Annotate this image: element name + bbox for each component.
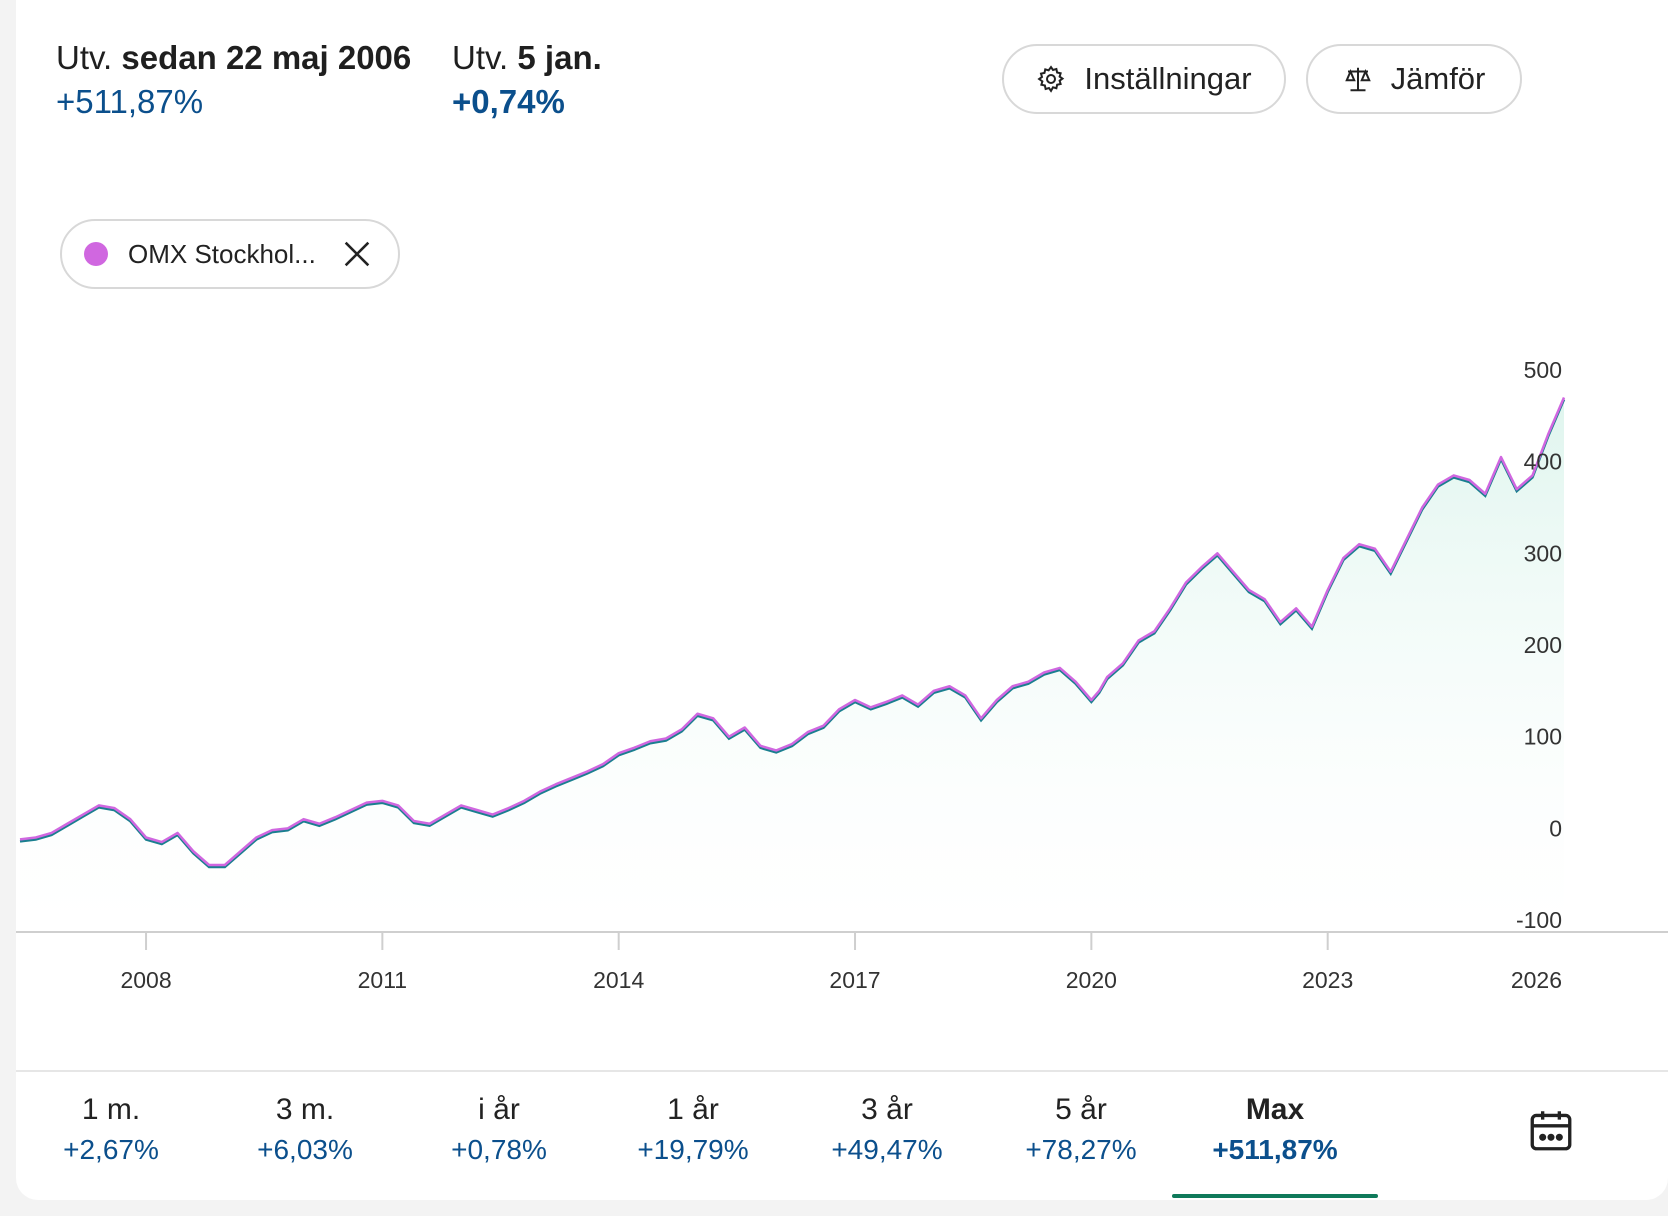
x-tick-label: 2017 — [829, 967, 880, 993]
gear-icon — [1037, 65, 1065, 93]
x-tick-label: 2020 — [1066, 967, 1117, 993]
stat-day: Utv. 5 jan. +0,74% — [452, 38, 602, 126]
x-tick-label: 2014 — [593, 967, 644, 993]
period-3-år[interactable]: 3 år +49,47% — [785, 1090, 989, 1170]
stat-since-start-label: Utv. sedan 22 maj 2006 — [56, 39, 412, 76]
chart-card: Utv. sedan 22 maj 2006 +511,87% Utv. 5 j… — [16, 0, 1668, 1200]
period-5-år[interactable]: 5 år +78,27% — [979, 1090, 1183, 1170]
stat-day-value: +0,74% — [452, 83, 565, 120]
period-max[interactable]: Max +511,87% — [1173, 1090, 1377, 1170]
calendar-icon[interactable] — [1526, 1105, 1576, 1155]
y-tick-label: 500 — [1524, 357, 1562, 383]
series-line-omx — [19, 397, 1566, 867]
settings-button[interactable]: Inställningar — [1002, 44, 1286, 114]
legend-dot — [84, 242, 108, 266]
period-label: 3 m. — [275, 1093, 335, 1126]
stat-day-label: Utv. 5 jan. — [452, 39, 602, 76]
y-tick-label: 100 — [1524, 724, 1562, 750]
period-value: +78,27% — [1025, 1134, 1137, 1165]
period-i-år[interactable]: i år +0,78% — [397, 1090, 601, 1170]
series-area — [20, 397, 1564, 930]
legend-label: OMX Stockhol... — [128, 238, 316, 269]
period-value: +6,03% — [257, 1134, 353, 1165]
compare-label: Jämför — [1390, 61, 1486, 96]
line-chart[interactable]: 500 400 300 200 100 0 -100 2008 2011 2014 2017 202… — [16, 330, 1668, 1070]
y-tick-label: 300 — [1524, 540, 1562, 566]
period-1-m-[interactable]: 1 m. +2,67% — [16, 1090, 213, 1170]
period-value: +0,78% — [451, 1134, 547, 1165]
y-tick-label: 200 — [1524, 632, 1562, 658]
compare-button[interactable]: Jämför — [1306, 44, 1522, 114]
scale-icon — [1344, 67, 1371, 92]
period-label: 5 år — [1055, 1093, 1107, 1126]
period-label: 1 år — [667, 1093, 719, 1126]
x-tick-label: 2023 — [1302, 967, 1353, 993]
x-tick-label: 2011 — [358, 967, 407, 993]
stat-since-start: Utv. sedan 22 maj 2006 +511,87% — [56, 38, 411, 126]
y-tick-label: 0 — [1549, 815, 1562, 841]
period-value: +19,79% — [637, 1134, 749, 1165]
period-label: Max — [1245, 1093, 1305, 1126]
period-3-m-[interactable]: 3 m. +6,03% — [203, 1090, 407, 1170]
y-tick-label: 400 — [1524, 449, 1562, 475]
period-label: 3 år — [861, 1093, 913, 1126]
period-value: +511,87% — [1212, 1134, 1338, 1165]
stat-since-start-value: +511,87% — [56, 83, 204, 120]
period-label: i år — [478, 1093, 520, 1126]
period-value: +49,47% — [831, 1134, 943, 1165]
period-selector: 1 m. +2,67% 3 m. +6,03% i år +0,78% 1 år +19,79… — [16, 1070, 1668, 1200]
period-value: +2,67% — [63, 1134, 159, 1165]
settings-label: Inställningar — [1084, 61, 1252, 96]
active-period-underline — [1172, 1194, 1378, 1198]
close-icon[interactable] — [340, 237, 374, 271]
x-tick-label: 2008 — [120, 967, 171, 993]
period-1-år[interactable]: 1 år +19,79% — [591, 1090, 795, 1170]
series-line-shadow — [19, 399, 1566, 869]
period-label: 1 m. — [81, 1093, 141, 1126]
y-tick-label: -100 — [1516, 907, 1562, 933]
x-tick-label: 2026 — [1511, 967, 1562, 993]
legend-chip-omx[interactable]: OMX Stockhol... — [60, 219, 400, 289]
